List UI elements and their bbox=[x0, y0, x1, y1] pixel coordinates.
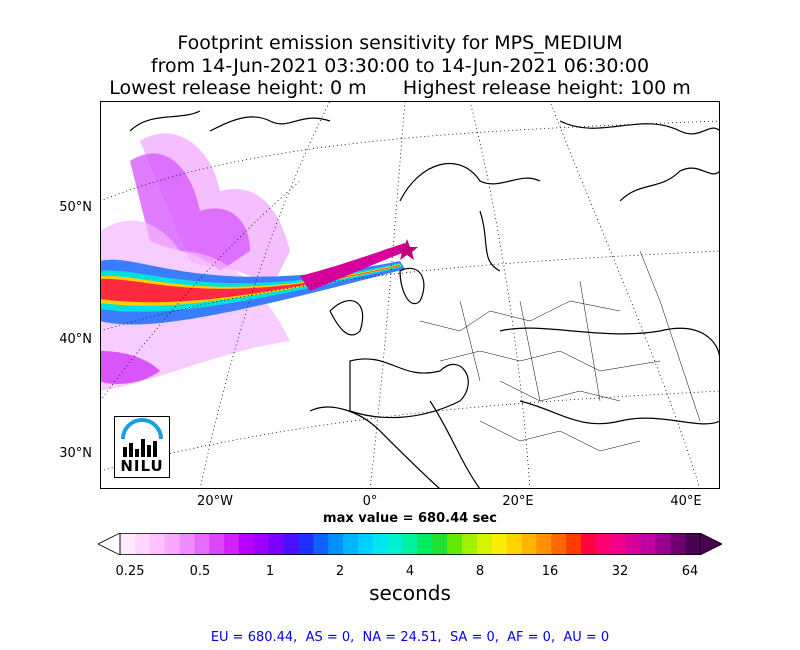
colorbar-segment bbox=[566, 533, 582, 555]
colorbar-segment bbox=[298, 533, 314, 555]
map-panel bbox=[100, 101, 720, 489]
colorbar-segment bbox=[179, 533, 195, 555]
colorbar-segment bbox=[595, 533, 612, 555]
colorbar-segment bbox=[387, 533, 404, 555]
colorbar-tick: 0.5 bbox=[189, 564, 211, 579]
colorbar-tick: 32 bbox=[611, 564, 629, 579]
colorbar-segment bbox=[134, 533, 151, 555]
colorbar-segment bbox=[283, 533, 299, 555]
colorbar-frame bbox=[119, 533, 701, 555]
colorbar-tick: 0.25 bbox=[115, 564, 145, 579]
colorbar-min-extend bbox=[98, 533, 121, 555]
colorbar-segment bbox=[402, 533, 418, 555]
colorbar-segment bbox=[655, 533, 671, 555]
colorbar-tick: 1 bbox=[265, 564, 275, 579]
country-borders bbox=[419, 250, 701, 452]
colorbar bbox=[98, 533, 722, 555]
lon-label-40e: 40°E bbox=[670, 494, 702, 509]
colorbar-segment bbox=[640, 533, 656, 555]
lon-label-20e: 20°E bbox=[502, 494, 534, 509]
colorbar-segment bbox=[209, 533, 225, 555]
colorbar-segment bbox=[506, 533, 523, 555]
colorbar-tick: 64 bbox=[681, 564, 699, 579]
colorbar-segment bbox=[670, 533, 686, 555]
colorbar-segment bbox=[476, 533, 493, 555]
colorbar-segment bbox=[120, 533, 136, 555]
graticule bbox=[100, 101, 720, 489]
colorbar-segment bbox=[551, 533, 567, 555]
coastlines bbox=[129, 110, 720, 489]
colorbar-segment bbox=[343, 533, 359, 555]
colorbar-segment bbox=[313, 533, 329, 555]
title-line-2: from 14-Jun-2021 03:30:00 to 14-Jun-2021… bbox=[150, 55, 650, 77]
lat-label-30n: 30°N bbox=[59, 446, 92, 461]
colorbar-tick: 8 bbox=[475, 564, 485, 579]
logo-text: NILU bbox=[120, 457, 164, 475]
colorbar-segment bbox=[253, 533, 270, 555]
colorbar-segment bbox=[417, 533, 433, 555]
colorbar-segment bbox=[462, 533, 478, 555]
colorbar-segment bbox=[581, 533, 597, 555]
emission-plume bbox=[100, 133, 418, 391]
colorbar-max-extend bbox=[699, 533, 722, 555]
colorbar-segment bbox=[238, 533, 255, 555]
lon-label-20w: 20°W bbox=[197, 494, 233, 509]
lon-label-0: 0° bbox=[362, 494, 378, 509]
colorbar-segment bbox=[357, 533, 374, 555]
nilu-logo: NILU bbox=[114, 416, 170, 478]
colorbar-segment bbox=[164, 533, 180, 555]
colorbar-tick: 2 bbox=[335, 564, 345, 579]
colorbar-tick: 16 bbox=[541, 564, 559, 579]
release-point-marker bbox=[396, 239, 418, 260]
title-line-1: Footprint emission sensitivity for MPS_M… bbox=[177, 32, 623, 54]
colorbar-segment bbox=[224, 533, 240, 555]
colorbar-segment bbox=[625, 533, 642, 555]
max-value-label: max value = 680.44 sec bbox=[323, 511, 497, 526]
colorbar-segment bbox=[610, 533, 627, 555]
colorbar-segment bbox=[685, 533, 701, 555]
title-line-3: Lowest release height: 0 m Highest relea… bbox=[109, 77, 691, 99]
colorbar-segment bbox=[194, 533, 210, 555]
region-summary: EU = 680.44, AS = 0, NA = 24.51, SA = 0,… bbox=[210, 630, 610, 645]
colorbar-label: seconds bbox=[369, 581, 451, 605]
colorbar-segment bbox=[536, 533, 552, 555]
colorbar-tick: 4 bbox=[405, 564, 415, 579]
colorbar-segment bbox=[491, 533, 508, 555]
lat-label-50n: 50°N bbox=[59, 200, 92, 215]
colorbar-segment bbox=[268, 533, 285, 555]
colorbar-segment bbox=[521, 533, 537, 555]
colorbar-segment bbox=[328, 533, 344, 555]
colorbar-segment bbox=[149, 533, 166, 555]
colorbar-segment bbox=[372, 533, 389, 555]
colorbar-segment bbox=[432, 533, 448, 555]
colorbar-segment bbox=[447, 533, 463, 555]
lat-label-40n: 40°N bbox=[59, 332, 92, 347]
